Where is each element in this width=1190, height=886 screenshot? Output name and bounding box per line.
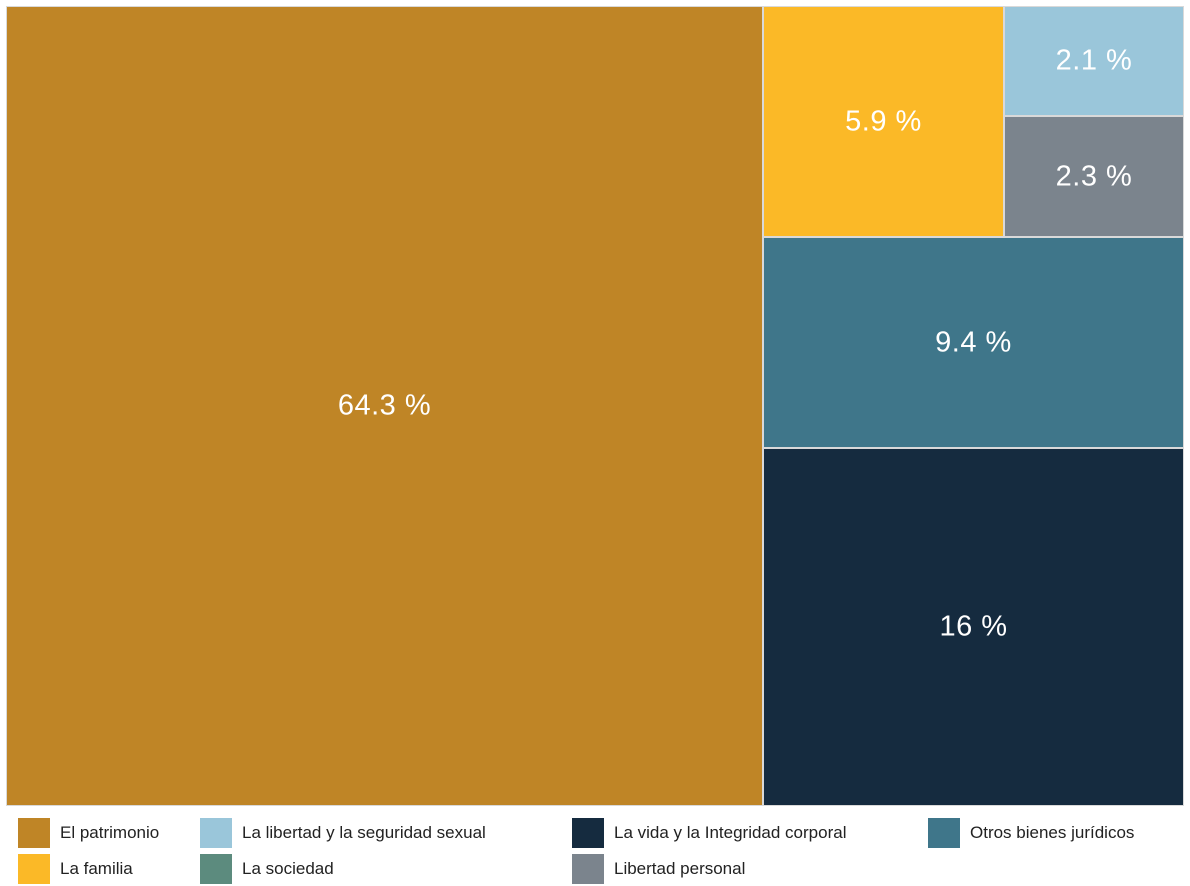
tile-label-otros-bienes-juridicos: 9.4 % [935,326,1012,358]
legend-swatch-libertad-personal [572,854,604,884]
tile-label-el-patrimonio: 64.3 % [337,389,432,422]
legend-swatch-la-libertad-y-la-seguridad-sexual [200,818,232,848]
legend-item-la-sociedad: La sociedad [200,854,334,884]
legend-item-el-patrimonio: El patrimonio [18,818,159,848]
legend-item-otros-bienes-juridicos: Otros bienes jurídicos [928,818,1134,848]
legend-label-la-vida-y-la-integridad-corporal: La vida y la Integridad corporal [614,823,847,842]
legend-swatch-la-familia [18,854,50,884]
legend-item-la-familia: La familia [18,854,133,884]
tile-label-la-vida-y-la-integridad-corporal: 16 % [939,610,1008,643]
legend-label-otros-bienes-juridicos: Otros bienes jurídicos [970,823,1135,842]
tile-libertad-personal: 2.3 % [1004,116,1184,237]
legend-swatch-la-sociedad [200,854,232,884]
tile-la-libertad-y-la-seguridad-sexual: 2.1 % [1004,6,1184,116]
legend-label-la-libertad-y-la-seguridad-sexual: La libertad y la seguridad sexual [242,823,486,842]
legend-swatch-la-vida-y-la-integridad-corporal [572,818,604,848]
tile-label-libertad-personal: 2.3 % [1055,160,1133,192]
legend-label-la-familia: La familia [60,859,133,878]
legend-label-la-sociedad: La sociedad [242,859,334,878]
tile-la-vida-y-la-integridad-corporal: 16 % [763,448,1184,806]
legend-label-libertad-personal: Libertad personal [614,859,746,878]
legend-swatch-otros-bienes-juridicos [928,818,960,848]
tile-otros-bienes-juridicos: 9.4 % [763,237,1184,448]
legend-item-la-vida-y-la-integridad-corporal: La vida y la Integridad corporal [572,818,846,848]
legend-swatch-el-patrimonio [18,818,50,848]
tile-la-familia: 5.9 % [763,6,1004,237]
legend-item-libertad-personal: Libertad personal [572,854,745,884]
legend-label-el-patrimonio: El patrimonio [60,823,160,842]
treemap-chart: 64.3 % 5.9 % 2.1 % 2.3 % 9.4 % 16 % [6,6,1184,806]
tile-label-la-familia: 5.9 % [845,105,922,137]
legend-item-la-libertad-y-la-seguridad-sexual: La libertad y la seguridad sexual [200,818,486,848]
chart-legend: El patrimonio La libertad y la seguridad … [18,818,1188,884]
tile-label-la-libertad-y-la-seguridad-sexual: 2.1 % [1055,44,1133,77]
tile-el-patrimonio: 64.3 % [6,6,763,806]
